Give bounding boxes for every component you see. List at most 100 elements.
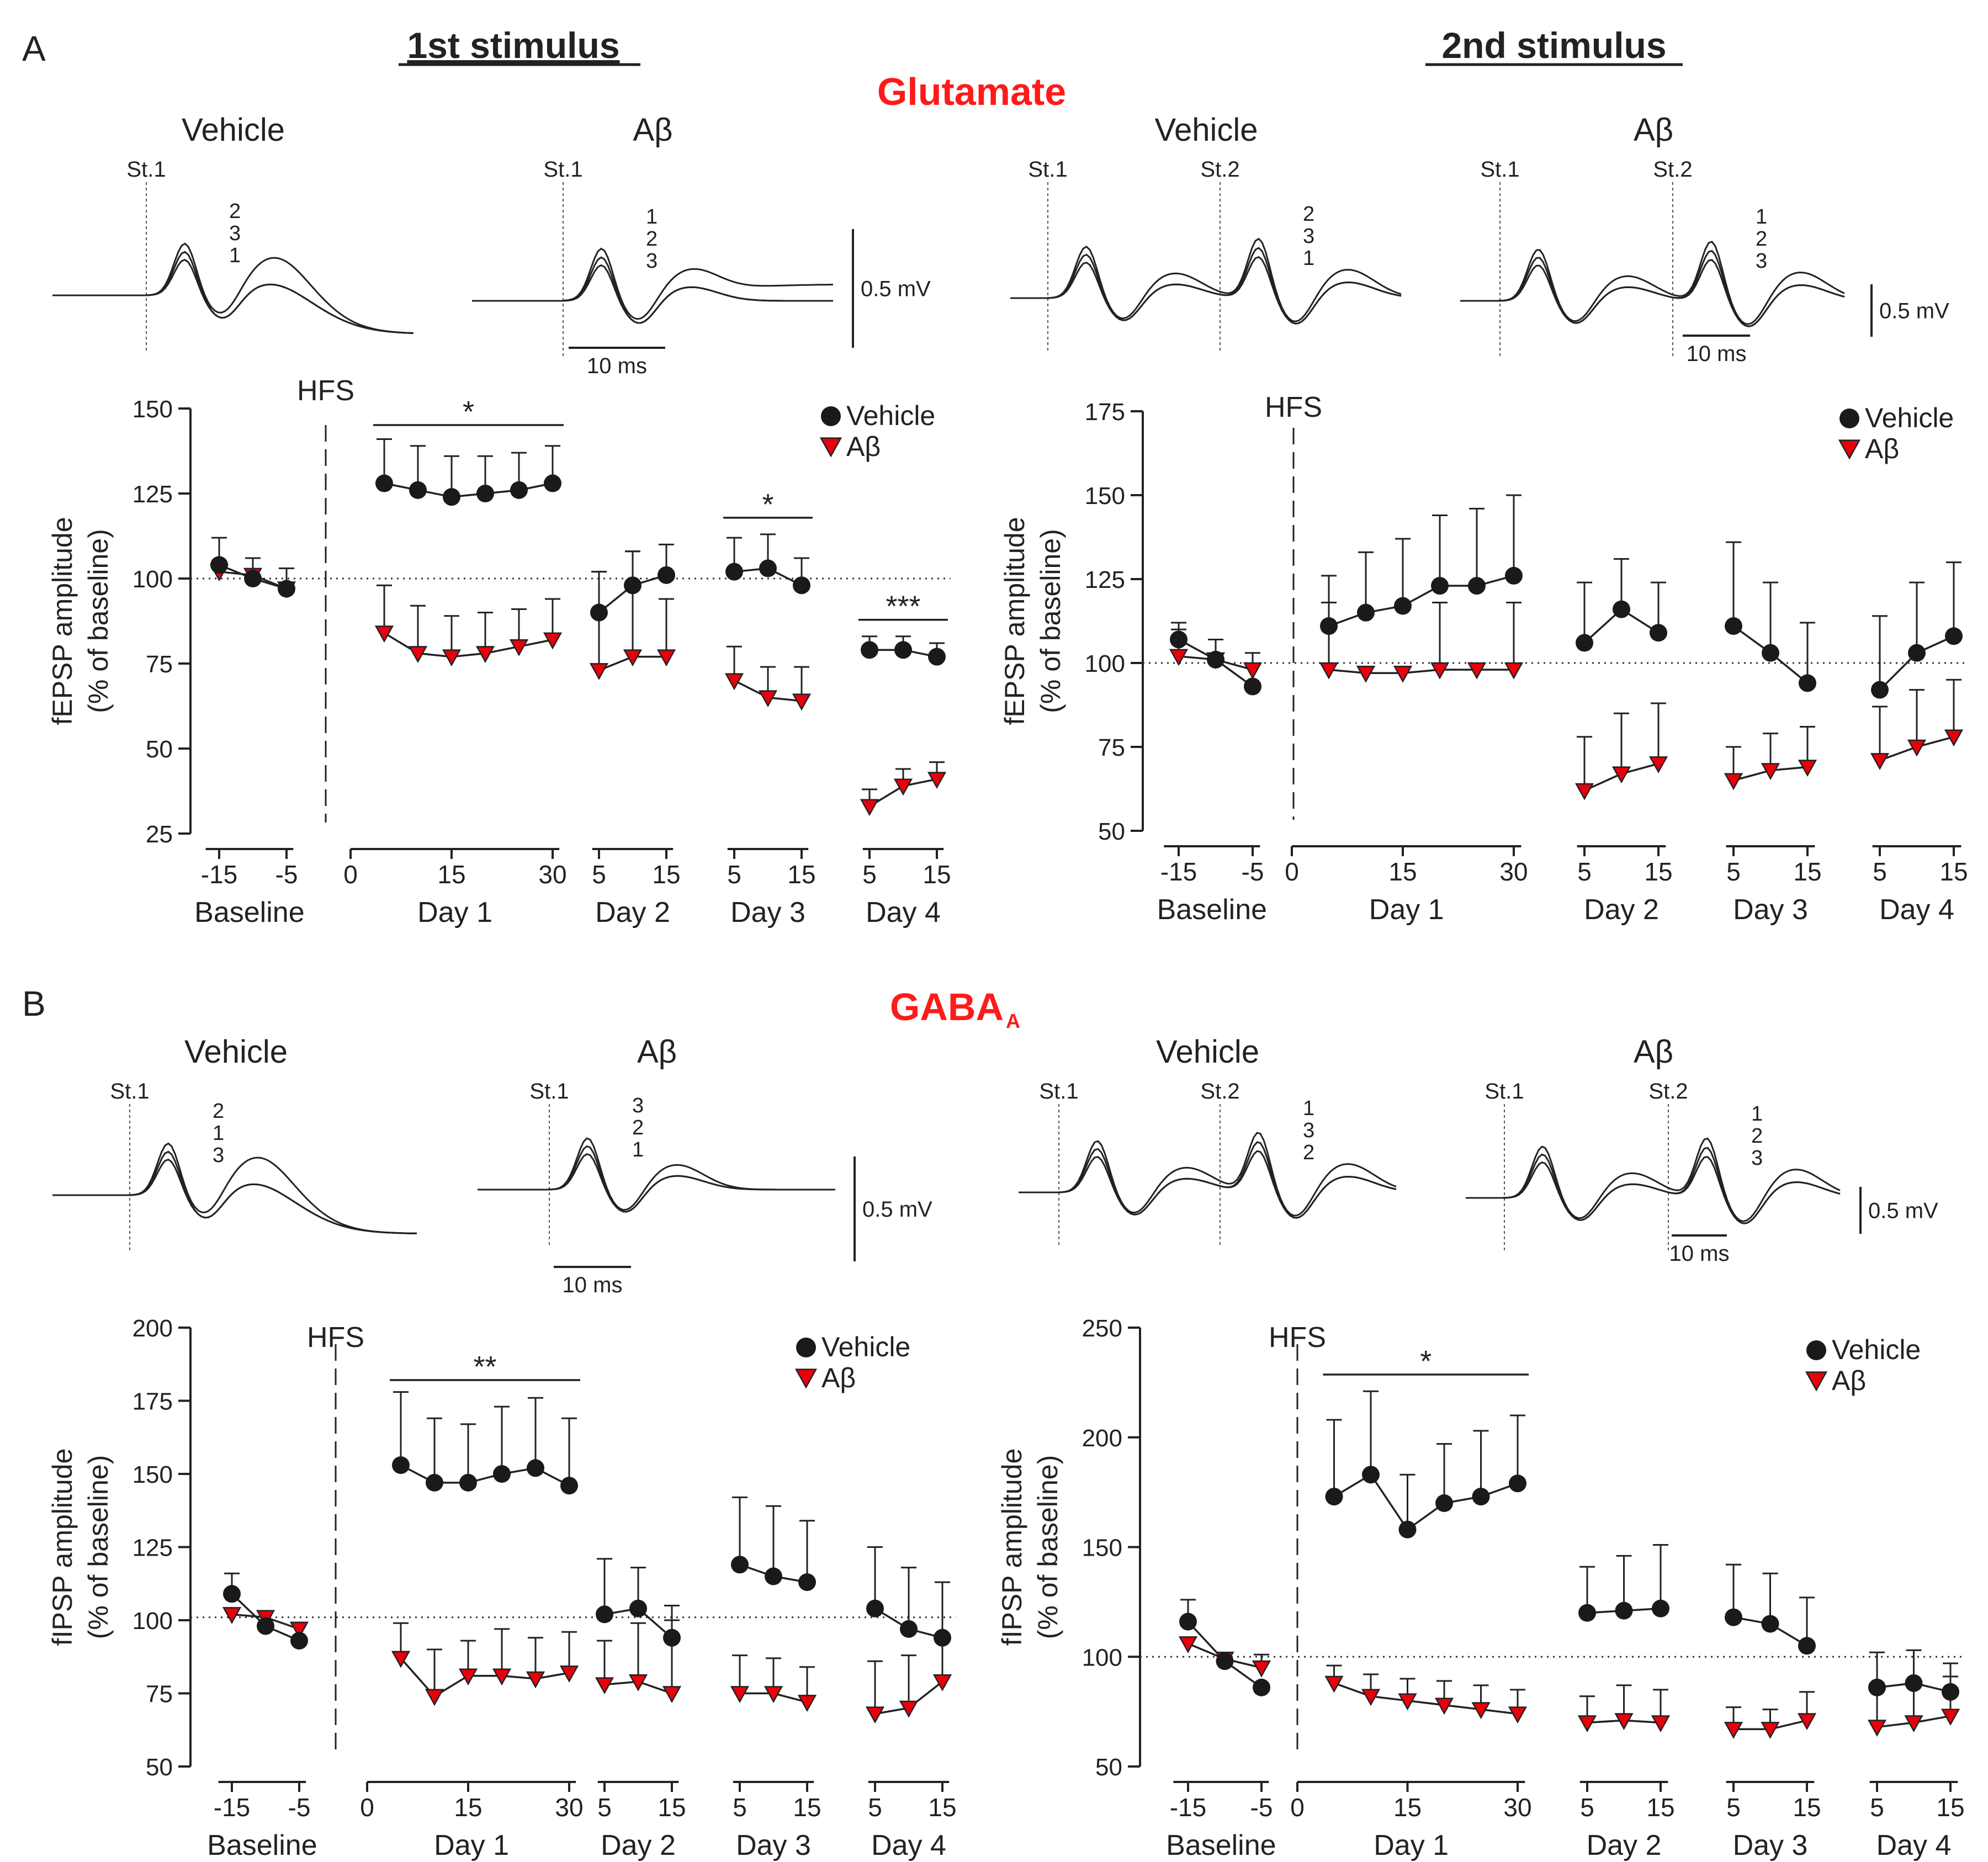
trace-number-label: 1 [229,244,241,267]
x-group-label: Baseline [1157,894,1267,926]
vehicle-point [1615,1601,1633,1620]
y-tick-label: 150 [132,1461,173,1488]
y-tick-label: 25 [146,821,173,848]
vehicle-series-line [1333,1473,1518,1531]
y-tick-label: 50 [1095,1754,1122,1781]
abeta-point [932,1674,952,1691]
trace-title: Vehicle [1154,112,1258,148]
vehicle-point [1170,630,1188,649]
vehicle-point [1762,644,1779,662]
abeta-point [408,646,428,664]
x-group-label: Day 2 [1587,1829,1662,1861]
vehicle-point [663,1628,681,1647]
trace-number-label: 2 [1303,1141,1314,1164]
legend-abeta-label: Aβ [846,431,881,462]
trace-title: Aβ [633,112,672,148]
trace-waveform [1460,259,1845,327]
abeta-point [425,1689,444,1706]
vehicle-point [1509,1474,1526,1493]
x-tick-label: 5 [597,1793,612,1822]
x-tick-label: 15 [1393,1793,1422,1822]
group-day-1: 0 15 30 Day 1 [360,1391,584,1861]
x-tick-label: 15 [658,1793,686,1822]
x-tick-label: 5 [733,1793,747,1822]
abeta-point [899,1700,919,1718]
vehicle-point [476,485,494,502]
y-tick-label: 75 [1098,734,1125,761]
vehicle-point [793,576,810,595]
abeta-point [1761,1722,1780,1739]
abeta-point [1724,1722,1743,1739]
x-tick-label: -5 [1242,857,1264,886]
heading-gaba: GABA [890,985,1004,1028]
x-group-label: Day 2 [595,896,670,929]
trace-number-label: 2 [1303,203,1314,226]
vehicle-point [1244,677,1261,696]
stimulus-label: St.1 [1028,157,1067,182]
abeta-point [526,1671,545,1689]
trace-number-label: 2 [213,1100,224,1123]
trace-waveform [1010,237,1402,322]
vehicle-point [861,641,878,659]
stimulus-label: St.1 [529,1079,569,1104]
x-tick-label: 5 [592,860,606,889]
abeta-point [1467,662,1487,680]
abeta-point [662,1686,682,1704]
vehicle-point [409,481,427,499]
trace-panel-4: Aβ St.1 St.2 123 0.5 mV 10 ms [1460,112,1949,366]
vehicle-point [1652,1599,1669,1617]
hfs-label: HFS [307,1322,364,1354]
x-group-label: Day 1 [1374,1829,1449,1861]
abeta-point [1243,662,1263,680]
vehicle-point [1761,1615,1779,1633]
trace-panel-2: Aβ St.1 123 0.5 mV 10 ms [472,112,931,378]
legend-vehicle-label: Vehicle [1865,402,1954,433]
trace-panel-7: Vehicle St.1 St.2 132 [1019,1034,1397,1248]
x-tick-label: 15 [787,860,815,889]
significance-marker: *** [886,590,920,623]
abeta-point [1434,1697,1454,1715]
vehicle-point [1394,597,1412,615]
abeta-point [1471,1702,1491,1720]
abeta-point [1904,1715,1923,1733]
abeta-point [1761,763,1780,781]
y-tick-label: 200 [1082,1425,1122,1452]
y-tick-label: 100 [132,566,173,593]
abeta-point [1361,1689,1381,1706]
vehicle-point [900,1620,918,1638]
vehicle-point [290,1632,308,1650]
trace-title: Aβ [1634,112,1673,148]
abeta-point [1724,773,1743,791]
abeta-point [893,778,913,796]
abeta-point [1169,649,1189,666]
trace-waveform [1010,256,1402,325]
y-tick-label: 150 [1085,482,1125,510]
vehicle-point [934,1628,951,1647]
vehicle-point [1905,1674,1923,1692]
trace-number-label: 3 [229,222,241,245]
group-day-1: 0 15 30 Day 1 [1290,1390,1532,1861]
vehicle-point [1725,1608,1742,1626]
trace-title: Vehicle [182,112,285,148]
group-day-1: 0 15 30 Day 1 [1285,494,1528,926]
trace-waveform [1466,1137,1841,1222]
vehicle-point [544,474,561,492]
vehicle-point [459,1473,477,1492]
abeta-point [1614,1713,1634,1731]
y-tick-label: 125 [132,481,173,508]
vehicle-point [1362,1466,1380,1484]
x-tick-label: -15 [1160,857,1197,886]
abeta-point [1252,1660,1271,1678]
abeta-series-line [1328,669,1514,674]
trace-number-label: 1 [1303,247,1314,270]
vehicle-point [1468,577,1486,595]
stimulus-label: St.1 [1480,157,1519,182]
abeta-point [724,673,744,691]
vehicle-point [1942,1683,1959,1701]
trace-waveform [52,258,414,334]
x-tick-label: 15 [1793,1793,1821,1822]
vehicle-point [798,1573,816,1592]
trace-panel-5: Vehicle St.1 213 [52,1034,417,1250]
